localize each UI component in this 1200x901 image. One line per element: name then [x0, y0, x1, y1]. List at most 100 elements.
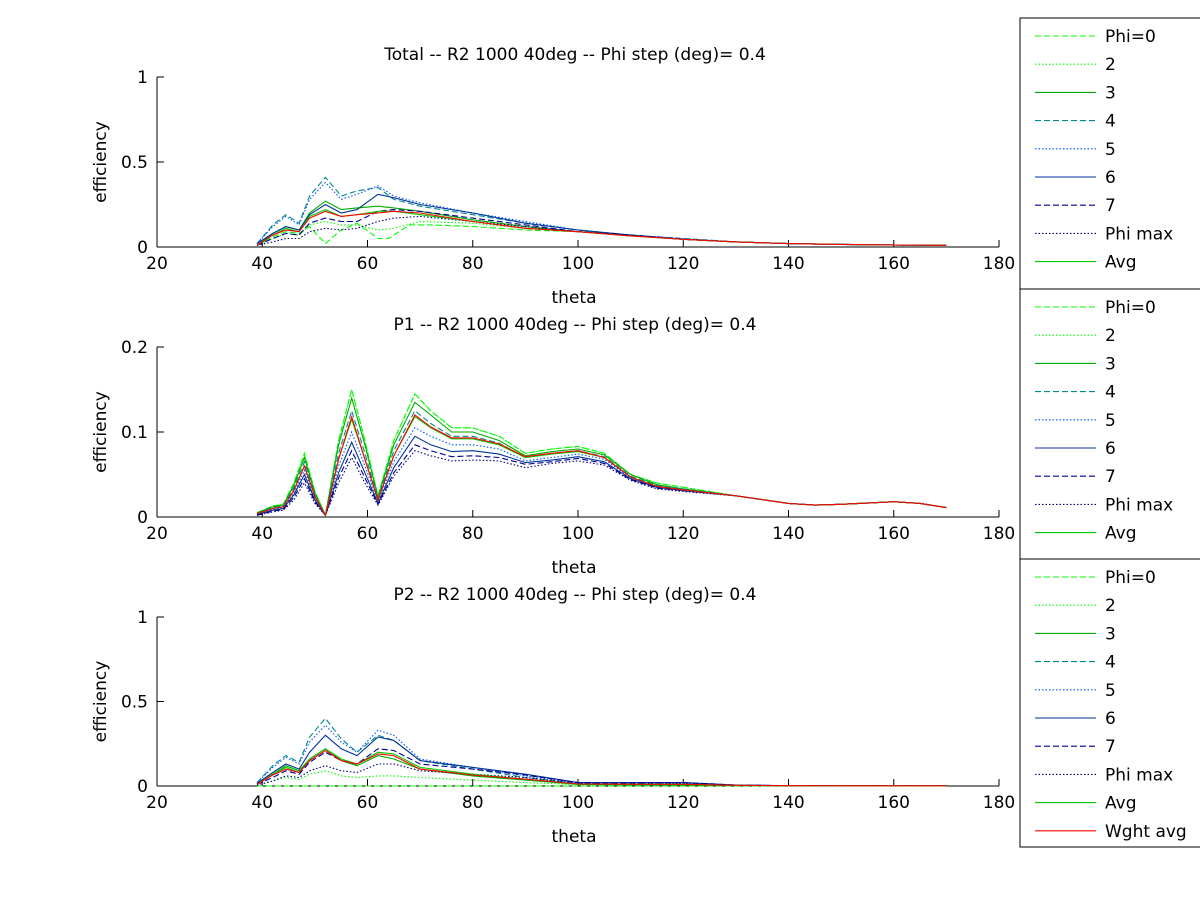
legend-label: 3 — [1105, 83, 1116, 103]
legend-label: 5 — [1105, 411, 1116, 431]
chart-panel-2: 20 40 60 80 100 120 140 160 180 0 0.1 0.2 P1 -- R2 1… — [91, 288, 1200, 578]
x-tick-label: 140 — [772, 524, 804, 544]
series-line-8 — [256, 763, 947, 787]
chart-title: P2 -- R2 1000 40deg -- Phi step (deg)= 0… — [394, 585, 757, 605]
y-tick-label: 0.5 — [121, 693, 148, 713]
x-tick-label: 20 — [146, 254, 168, 274]
series-line-5 — [256, 427, 947, 517]
x-tick-label: 20 — [146, 524, 168, 544]
legend-label: 4 — [1105, 112, 1116, 132]
legend-label: 6 — [1105, 168, 1116, 188]
series-line-6 — [256, 435, 947, 517]
legend-label: 6 — [1105, 439, 1116, 459]
y-tick-label: 0 — [137, 777, 148, 797]
legend-label: Phi max — [1105, 495, 1173, 515]
y-tick-label: 1 — [137, 68, 148, 88]
series-line-10 — [256, 210, 947, 246]
chart-title: P1 -- R2 1000 40deg -- Phi step (deg)= 0… — [394, 315, 757, 335]
legend-label: 2 — [1105, 596, 1116, 616]
legend-label: Wght avg — [1105, 822, 1187, 842]
legend: Phi=0 2 3 4 5 6 7 Phi max Avg — [1019, 17, 1200, 293]
series-line-5 — [256, 724, 947, 787]
legend-label: 2 — [1105, 55, 1116, 75]
series-line-4 — [256, 176, 947, 246]
chart-title: Total -- R2 1000 40deg -- Phi step (deg)… — [383, 45, 766, 65]
series-line-10 — [256, 414, 947, 517]
x-axis-label: theta — [552, 288, 597, 308]
series-line-1 — [256, 389, 947, 518]
x-tick-label: 40 — [251, 254, 273, 274]
x-tick-label: 160 — [878, 524, 910, 544]
x-tick-label: 60 — [357, 254, 379, 274]
legend-label: 5 — [1105, 140, 1116, 160]
y-axis-label: efficiency — [91, 391, 111, 473]
y-tick-label: 0 — [137, 238, 148, 258]
legend-box — [1019, 558, 1200, 848]
legend-label: 4 — [1105, 653, 1116, 673]
x-tick-label: 40 — [251, 524, 273, 544]
legend-label: 2 — [1105, 326, 1116, 346]
legend-label: 7 — [1105, 737, 1116, 757]
legend-label: Phi=0 — [1105, 568, 1156, 588]
x-tick-label: 140 — [772, 254, 804, 274]
y-tick-label: 0.2 — [121, 338, 148, 358]
y-axis-label: efficiency — [91, 121, 111, 203]
series-line-1 — [256, 222, 947, 246]
series-line-3 — [256, 748, 947, 787]
x-tick-label: 60 — [357, 793, 379, 813]
series-line-9 — [256, 748, 947, 787]
chart-panel-3: 20 40 60 80 100 120 140 160 180 0 0.5 1 P2 -- R2 100… — [91, 558, 1200, 848]
series-line-7 — [256, 748, 947, 787]
legend-label: 5 — [1105, 681, 1116, 701]
legend-label: Phi=0 — [1105, 298, 1156, 318]
x-tick-label: 120 — [667, 793, 699, 813]
x-tick-label: 80 — [462, 793, 484, 813]
x-tick-label: 100 — [562, 524, 594, 544]
x-tick-label: 120 — [667, 524, 699, 544]
legend-label: Phi max — [1105, 224, 1173, 244]
series-line-6 — [256, 734, 947, 787]
y-axis-label: efficiency — [91, 661, 111, 743]
legend: Phi=0 2 3 4 5 6 7 Phi max Avg Wght avg — [1019, 558, 1200, 848]
legend-label: Avg — [1105, 794, 1137, 814]
x-tick-label: 60 — [357, 524, 379, 544]
x-tick-label: 80 — [462, 254, 484, 274]
y-tick-label: 0 — [137, 508, 148, 528]
x-tick-label: 120 — [667, 254, 699, 274]
series-line-2 — [256, 770, 947, 787]
x-axis-label: theta — [552, 558, 597, 578]
legend: Phi=0 2 3 4 5 6 7 Phi max Avg — [1019, 288, 1200, 562]
x-tick-label: 180 — [983, 254, 1015, 274]
x-tick-label: 140 — [772, 793, 804, 813]
legend-label: Avg — [1105, 524, 1137, 544]
legend-label: Phi max — [1105, 765, 1173, 785]
y-tick-label: 0.1 — [121, 423, 148, 443]
series-line-9 — [256, 415, 947, 517]
x-axis-label: theta — [552, 827, 597, 847]
x-tick-label: 180 — [983, 793, 1015, 813]
x-tick-label: 40 — [251, 793, 273, 813]
chart-panel-1: 20 40 60 80 100 120 140 160 180 0 0.5 1 Total -- R2 … — [91, 17, 1200, 308]
series-line-10 — [256, 749, 947, 787]
series-line-8 — [256, 215, 947, 246]
x-tick-label: 20 — [146, 793, 168, 813]
series-line-4 — [256, 408, 947, 517]
legend-label: Avg — [1105, 253, 1137, 273]
legend-label: 6 — [1105, 709, 1116, 729]
legend-label: 4 — [1105, 383, 1116, 403]
series-line-8 — [256, 450, 947, 517]
y-tick-label: 1 — [137, 608, 148, 628]
x-tick-label: 160 — [878, 793, 910, 813]
legend-label: 7 — [1105, 467, 1116, 487]
legend-label: 3 — [1105, 624, 1116, 644]
legend-label: 7 — [1105, 196, 1116, 216]
legend-label: Phi=0 — [1105, 27, 1156, 47]
x-tick-label: 180 — [983, 524, 1015, 544]
x-tick-label: 100 — [562, 793, 594, 813]
x-tick-label: 80 — [462, 524, 484, 544]
legend-label: 3 — [1105, 354, 1116, 374]
y-tick-label: 0.5 — [121, 153, 148, 173]
x-tick-label: 100 — [562, 254, 594, 274]
x-tick-label: 160 — [878, 254, 910, 274]
